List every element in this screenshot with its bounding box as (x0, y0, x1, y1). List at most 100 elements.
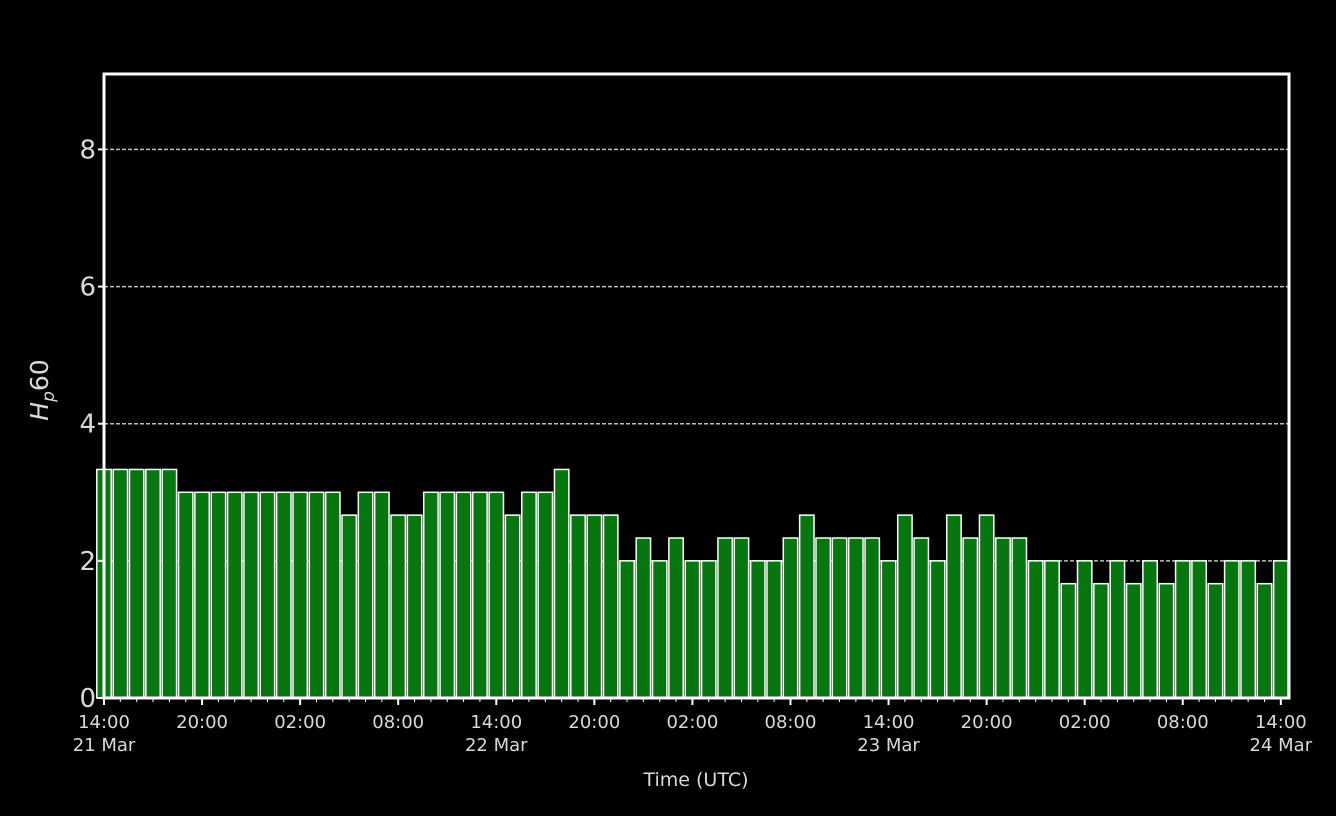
x-tick-label: 14:00 (470, 712, 522, 733)
bar (112, 468, 129, 699)
bar (635, 537, 652, 699)
x-tick-label: 02:00 (666, 712, 718, 733)
bar (439, 491, 456, 699)
bar (210, 491, 227, 699)
x-tick-label: 02:00 (1059, 712, 1111, 733)
bar (373, 491, 390, 699)
x-tick-label: 08:00 (1157, 712, 1209, 733)
y-axis-label-suffix: 60 (25, 359, 54, 391)
bar (929, 560, 946, 699)
bar (1207, 582, 1224, 699)
bar (782, 537, 799, 699)
bar (341, 514, 358, 699)
x-tick-label: 20:00 (568, 712, 620, 733)
bar (1223, 560, 1240, 699)
bar (259, 491, 276, 699)
x-tick-label: 08:00 (372, 712, 424, 733)
x-tick-label: 08:00 (765, 712, 817, 733)
bar (275, 491, 292, 699)
bar (1191, 560, 1208, 699)
bar (684, 560, 701, 699)
bar (651, 560, 668, 699)
bar (537, 491, 554, 699)
bar (1093, 582, 1109, 699)
bar (145, 468, 161, 699)
bar (422, 491, 439, 699)
x-tick-label: 14:00 (1255, 712, 1307, 733)
bar (717, 537, 734, 699)
bar (1158, 582, 1175, 699)
bar (602, 514, 619, 699)
bar (1109, 560, 1126, 699)
x-tick-date-label: 24 Mar (1250, 735, 1313, 756)
bar (471, 491, 488, 699)
bar (896, 514, 913, 699)
bar (864, 537, 881, 699)
plot-frame (102, 72, 1291, 700)
bar (1125, 582, 1142, 699)
x-tick-label: 14:00 (863, 712, 915, 733)
bar (504, 514, 521, 699)
y-axis-label-main: H (25, 402, 54, 421)
bar (308, 491, 325, 699)
bar (1272, 560, 1289, 699)
bar (1011, 537, 1028, 699)
y-tick-label: 4 (79, 410, 96, 440)
x-tick-date-label: 22 Mar (465, 735, 528, 756)
bar (243, 491, 260, 699)
x-tick-date-label: 23 Mar (857, 735, 920, 756)
bar (831, 537, 848, 699)
bar (733, 537, 750, 699)
y-axis: 0 2 4 6 8 (79, 135, 104, 714)
bar (292, 491, 309, 699)
y-tick-label: 0 (79, 684, 96, 714)
bar (1142, 560, 1159, 699)
bar (226, 491, 243, 699)
bar (357, 491, 374, 699)
x-tick-label: 20:00 (176, 712, 228, 733)
bar (324, 491, 341, 699)
bar (455, 491, 472, 699)
bar (749, 560, 766, 699)
bar (390, 514, 407, 699)
bar (488, 491, 505, 699)
y-tick-label: 6 (79, 273, 96, 303)
bar (586, 514, 603, 699)
bar (161, 468, 178, 699)
bar (177, 491, 194, 699)
bar (406, 514, 423, 699)
bar-series (96, 468, 1289, 699)
bar (978, 514, 995, 699)
bar (700, 560, 717, 699)
bar (1174, 560, 1191, 699)
y-tick-label: 8 (79, 135, 96, 165)
bar (945, 514, 962, 699)
bar (962, 537, 979, 699)
bar (798, 514, 815, 699)
bar (1076, 560, 1093, 699)
bar (570, 514, 586, 699)
bar (619, 560, 635, 699)
bar (1256, 582, 1273, 699)
x-tick-label: 20:00 (961, 712, 1013, 733)
bar (1060, 582, 1077, 699)
bar (1240, 560, 1257, 699)
bar (766, 560, 783, 699)
bar (668, 537, 685, 699)
bar (128, 468, 145, 699)
bar (815, 537, 832, 699)
bar (553, 468, 570, 699)
y-tick-label: 2 (79, 547, 96, 577)
bar (194, 491, 211, 699)
x-axis-label: Time (UTC) (642, 769, 748, 791)
bar (880, 560, 897, 699)
bar (1044, 560, 1060, 699)
bar (847, 537, 864, 699)
bar (913, 537, 930, 699)
bar (995, 537, 1011, 699)
x-tick-label: 02:00 (274, 712, 326, 733)
x-tick-date-label: 21 Mar (73, 735, 136, 756)
bar (521, 491, 537, 699)
